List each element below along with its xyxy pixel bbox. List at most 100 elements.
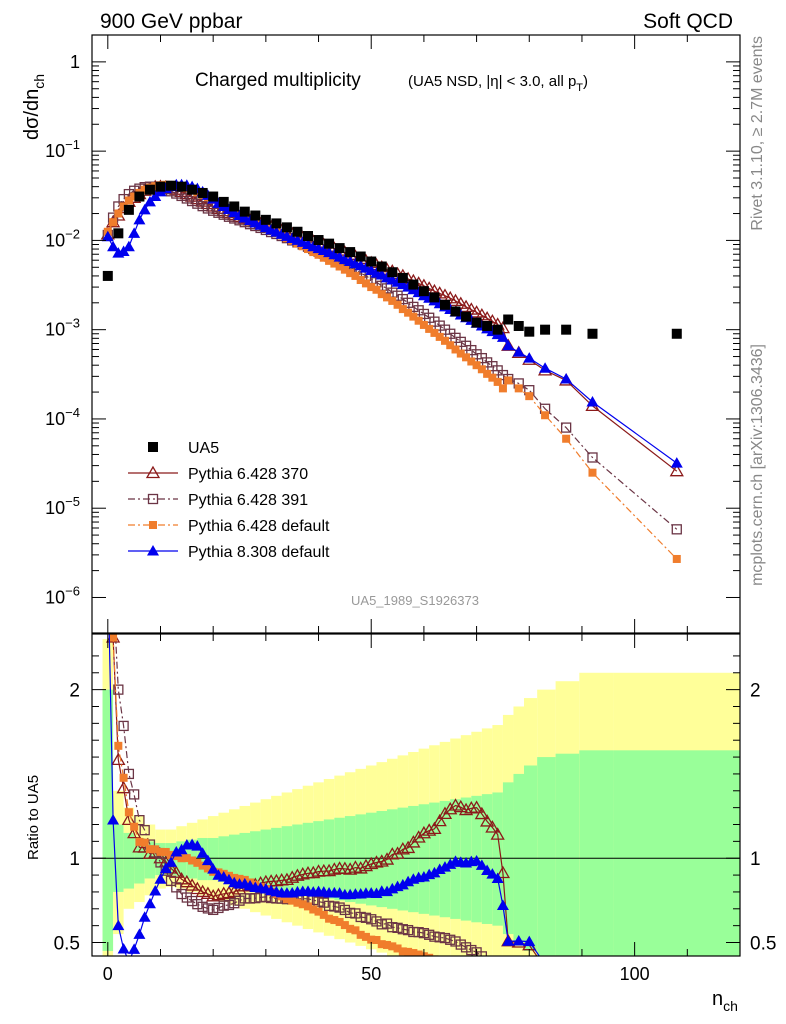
series-4-ratio <box>107 634 572 985</box>
series-4-point <box>586 395 599 407</box>
series-2-ratio-point <box>344 907 356 919</box>
series-1-ratio-point <box>232 882 247 895</box>
series-2-ratio-point <box>118 720 129 732</box>
legend-label: UA5 <box>188 440 219 457</box>
y-tick-label: 1 <box>70 52 80 72</box>
series-1-ratio-point <box>127 825 142 839</box>
series-1-ratio-point <box>458 802 474 816</box>
series-4-ratio-point <box>560 974 572 985</box>
series-3-point <box>140 185 149 194</box>
series-3-ratio-point <box>409 949 418 956</box>
series-2-ratio-point <box>434 932 445 943</box>
series-1-ratio-point <box>427 821 442 835</box>
ratio-y-tick-label-right: 0.5 <box>750 934 776 955</box>
series-3-point <box>361 279 370 288</box>
series-3-point <box>393 300 402 309</box>
series-3-point <box>151 182 160 191</box>
series-4-ratio-point <box>128 955 130 956</box>
series-0-point <box>366 256 377 267</box>
series-1-ratio-point <box>453 799 468 813</box>
series-3-point <box>119 202 128 211</box>
series-0-point <box>260 214 271 225</box>
series-3-point <box>472 361 481 370</box>
ratio-band-green <box>579 750 614 956</box>
series-0-point <box>429 292 440 303</box>
series-3-ratio-point <box>356 930 365 939</box>
series-1-ratio-point <box>490 827 505 840</box>
series-4-line <box>107 184 678 464</box>
series-2-ratio-point <box>202 903 214 914</box>
ratio-uncertainty-bands <box>92 639 740 956</box>
series-4-point <box>138 203 151 215</box>
series-1-point <box>443 290 458 304</box>
series-3-point <box>409 312 418 321</box>
header-left: 900 GeV ppbar <box>100 10 242 33</box>
series-2-point <box>408 301 419 313</box>
series-0-point <box>197 187 208 198</box>
series-3-ratio-point <box>351 926 360 935</box>
series-3-ratio-point <box>398 947 407 956</box>
series-0-point <box>334 243 345 254</box>
series-0-point <box>113 228 124 239</box>
series-2-ratio-point <box>397 924 408 935</box>
series-2-point <box>186 195 198 207</box>
series-2-ratio-point <box>218 900 229 911</box>
series-1-ratio-point <box>221 885 237 899</box>
series-3-ratio-point <box>325 914 334 923</box>
series-2-ratio-point <box>418 927 430 939</box>
y-tick-label: 10−5 <box>45 494 80 518</box>
series-1-ratio-point <box>111 752 126 766</box>
series-2-ratio-point <box>239 893 250 904</box>
series-2-ratio-point <box>445 934 456 945</box>
series-1-ratio-point <box>474 806 489 820</box>
series-3-ratio-point <box>177 854 186 863</box>
series-2-ratio-point <box>481 955 493 956</box>
series-4-ratio-point <box>486 868 499 879</box>
series-2-point <box>560 422 572 433</box>
series-3-point <box>488 373 497 382</box>
ratio-band-green <box>408 805 419 913</box>
series-4-ratio-point <box>201 854 214 866</box>
series-0-point <box>176 181 187 192</box>
series-0-point <box>229 201 240 212</box>
series-4-point <box>670 457 683 468</box>
series-2-point <box>397 293 408 305</box>
series-0 <box>102 180 682 339</box>
series-3-point <box>483 369 492 378</box>
legend-marker <box>145 465 161 479</box>
series-4-ratio-point <box>512 934 525 946</box>
series-3-ratio-point <box>319 910 328 919</box>
series-2-ratio-point <box>439 932 451 944</box>
series-3-ratio-point <box>282 895 291 904</box>
series-3-ratio-point <box>135 837 144 846</box>
side-label-top: Rivet 3.1.10, ≥ 2.7M events <box>749 36 766 231</box>
series-4-ratio-point <box>444 858 457 869</box>
ratio-band-green <box>239 832 251 886</box>
series-3-ratio-point <box>525 991 533 999</box>
ratio-y-tick-label-right: 1 <box>750 849 761 870</box>
series-3-point <box>304 245 312 254</box>
series-4-ratio-point <box>196 847 209 858</box>
series-4-point <box>122 240 135 252</box>
series-2-ratio-point <box>171 882 182 893</box>
series-1-ratio-point <box>269 873 284 887</box>
series-3-point <box>477 365 486 374</box>
series-2-ratio-point <box>402 924 414 936</box>
x-axis-label-sub: ch <box>723 998 738 1014</box>
series-1-ratio-point <box>190 881 205 895</box>
series-4-point <box>107 240 120 252</box>
series-2-point <box>587 452 598 463</box>
series-3-ratio-point <box>425 953 434 956</box>
series-1-ratio-point <box>211 887 226 901</box>
ratio-band-green <box>492 792 503 926</box>
series-2-ratio-point <box>234 895 245 906</box>
ratio-band-green <box>281 826 293 892</box>
series-2-ratio-point <box>103 538 112 547</box>
series-3-point <box>672 554 681 563</box>
series-3-point <box>440 336 449 345</box>
series-3-point <box>467 357 476 366</box>
series-2-ratio-point <box>334 902 345 913</box>
series-2-ratio-point <box>250 892 261 904</box>
series-2-ratio-point <box>371 916 382 927</box>
series-2-point <box>413 305 424 316</box>
